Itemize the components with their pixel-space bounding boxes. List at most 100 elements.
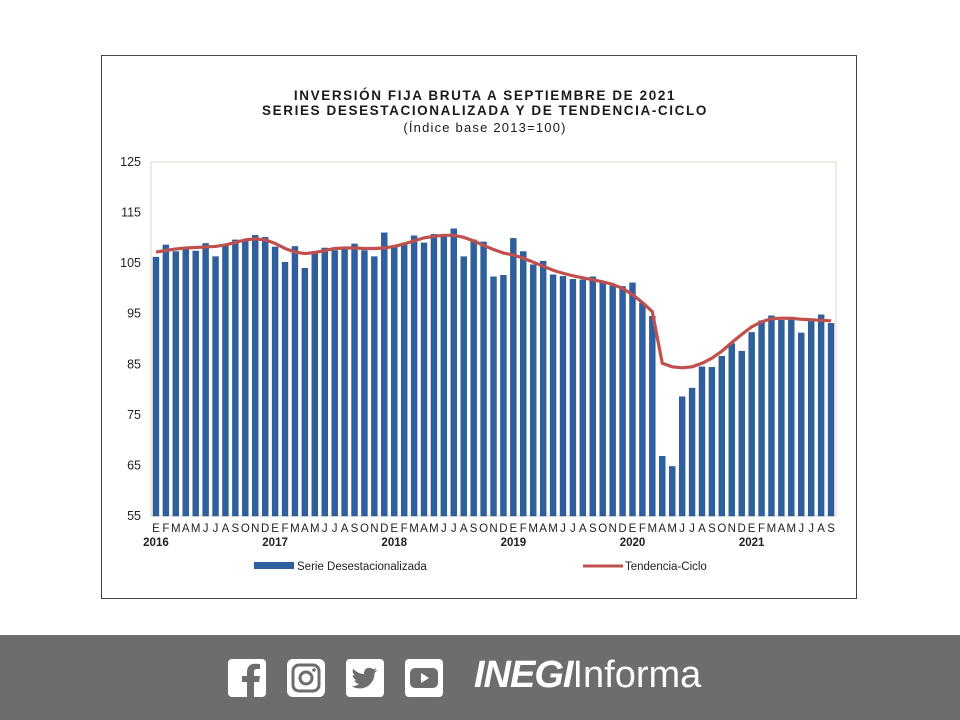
chart-title-line-1: INVERSIÓN FIJA BRUTA A SEPTIEMBRE DE 202…: [294, 88, 676, 103]
bar: [202, 243, 209, 517]
trend-line: [155, 233, 832, 370]
bar: [162, 244, 170, 517]
bar: [619, 286, 626, 517]
facebook-icon[interactable]: [228, 659, 266, 697]
bar: [311, 253, 318, 517]
x-month-label: S: [827, 523, 835, 535]
instagram-icon[interactable]: [287, 659, 325, 697]
bar: [321, 247, 328, 517]
legend: Serie Desestacionalizada Tendencia-Ciclo: [254, 561, 707, 573]
bar: [152, 256, 160, 517]
x-month-label: A: [539, 523, 547, 535]
x-month-label: D: [738, 523, 746, 535]
bar: [520, 251, 527, 517]
x-month-label: N: [489, 523, 497, 535]
bar: [609, 285, 616, 517]
x-month-label: N: [370, 523, 378, 535]
brand-informa: Informa: [572, 654, 702, 696]
y-tick-label: 85: [127, 357, 141, 371]
bar: [659, 456, 666, 517]
x-month-label: M: [290, 523, 300, 535]
x-month-label: A: [182, 523, 190, 535]
x-year-label: 2019: [501, 537, 527, 549]
bar: [182, 247, 189, 517]
bar: [351, 243, 358, 517]
bar: [430, 234, 438, 517]
x-month-label: O: [360, 523, 369, 535]
bar: [718, 355, 726, 517]
legend-bar-label: Serie Desestacionalizada: [297, 561, 427, 573]
y-tick-label: 75: [127, 408, 141, 422]
bar: [400, 242, 408, 517]
x-month-label: S: [470, 523, 478, 535]
chart-title-line-2: SERIES DESESTACIONALIZADA Y DE TENDENCIA…: [262, 103, 708, 118]
bar: [291, 246, 299, 517]
bar: [579, 279, 587, 517]
x-year-label: 2018: [381, 537, 407, 549]
y-tick-label: 115: [121, 206, 141, 220]
x-month-label: D: [261, 523, 269, 535]
bar: [341, 246, 348, 517]
x-month-label: J: [679, 523, 685, 535]
y-tick-label: 55: [127, 509, 141, 523]
x-month-label: J: [808, 523, 814, 535]
bar: [817, 314, 825, 517]
bar: [490, 276, 497, 517]
brand-inegi: INEGI: [474, 654, 573, 696]
bar: [172, 251, 179, 517]
x-year-label: 2021: [739, 537, 765, 549]
youtube-icon[interactable]: [405, 659, 443, 697]
bar: [420, 242, 428, 517]
bar: [778, 320, 785, 517]
x-month-label: M: [767, 523, 777, 535]
twitter-icon[interactable]: [346, 659, 384, 697]
x-month-label: F: [401, 523, 408, 535]
bar: [261, 237, 269, 517]
bar: [748, 332, 755, 517]
x-month-label: E: [510, 523, 518, 535]
x-month-label: A: [301, 523, 309, 535]
x-month-label: S: [589, 523, 597, 535]
x-month-label: J: [213, 523, 219, 535]
x-month-label: A: [698, 523, 706, 535]
bar: [500, 275, 507, 517]
legend-bar-swatch: [254, 562, 294, 569]
bar: [331, 250, 338, 517]
bar: [470, 239, 477, 517]
x-month-label: F: [162, 523, 169, 535]
x-month-label: E: [748, 523, 756, 535]
bar: [768, 315, 775, 517]
bar: [410, 235, 418, 517]
x-month-label: A: [460, 523, 468, 535]
bar: [589, 276, 596, 517]
x-month-label: S: [708, 523, 716, 535]
bar: [559, 276, 567, 517]
bar: [510, 238, 517, 517]
bar: [539, 260, 547, 517]
x-year-label: 2016: [143, 537, 169, 549]
x-month-label: J: [451, 523, 457, 535]
bar: [738, 350, 745, 517]
x-month-label: A: [420, 523, 428, 535]
x-month-label: S: [351, 523, 359, 535]
y-tick-label: 65: [127, 458, 141, 472]
x-month-label: N: [251, 523, 259, 535]
x-month-label: M: [667, 523, 677, 535]
footer-bar: [0, 635, 960, 720]
bar: [728, 343, 735, 517]
x-month-label: O: [717, 523, 726, 535]
bar: [798, 332, 805, 517]
x-month-label: E: [390, 523, 398, 535]
bar: [361, 250, 368, 517]
bar: [708, 367, 716, 517]
bar: [192, 250, 199, 517]
x-month-label: M: [429, 523, 439, 535]
bar: [440, 235, 448, 517]
x-month-label: E: [629, 523, 637, 535]
x-month-label: O: [241, 523, 250, 535]
bar: [242, 239, 249, 517]
x-month-label: D: [380, 523, 388, 535]
x-month-label: J: [570, 523, 576, 535]
bar: [808, 318, 815, 517]
